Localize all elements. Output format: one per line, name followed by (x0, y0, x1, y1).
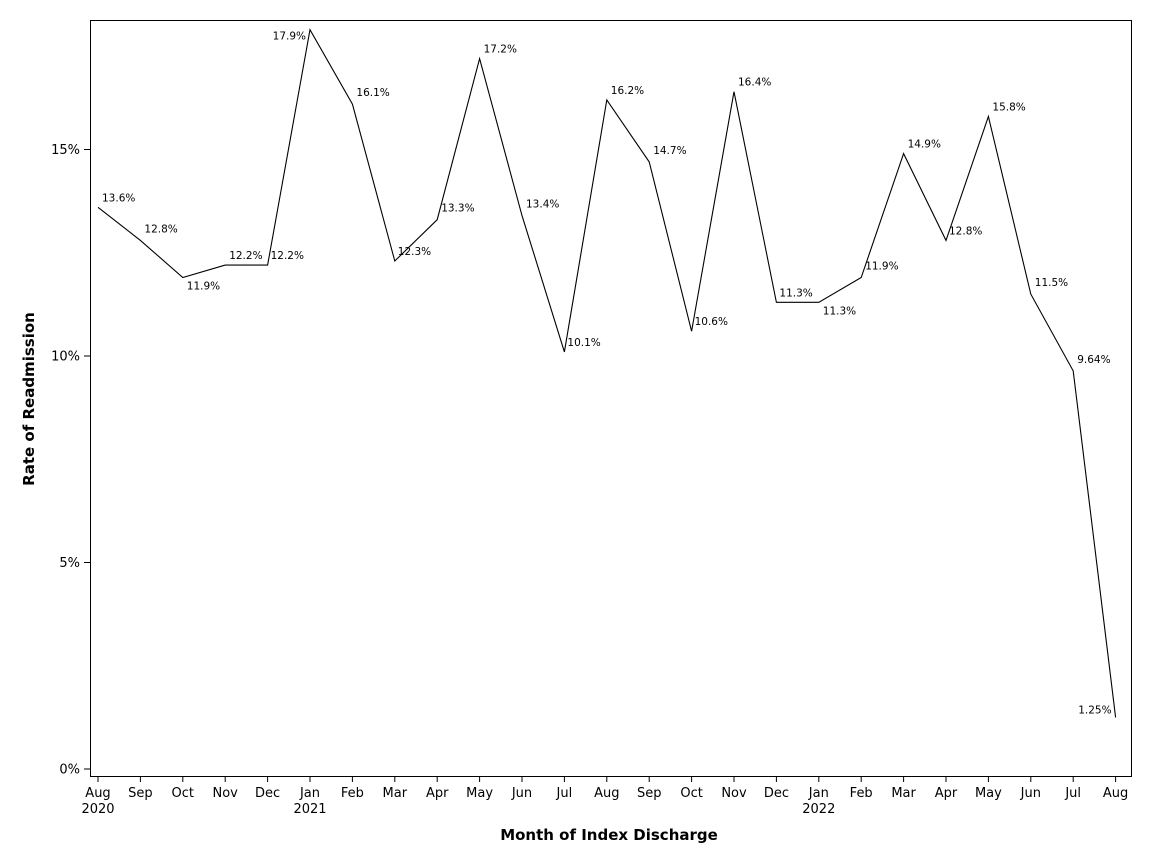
x-tick-label: Feb (850, 786, 873, 801)
data-label: 15.8% (992, 101, 1025, 113)
x-year-label: 2021 (293, 802, 326, 817)
data-labels: 13.6% 12.8% 11.9% 12.2% 12.2% 17.9% 16.1% 12.3%… (102, 31, 1112, 717)
x-tick-label: Sep (128, 786, 153, 801)
x-tick-label: Aug (594, 786, 619, 801)
data-label: 16.4% (738, 77, 771, 89)
x-tick-label: May (466, 786, 493, 801)
x-tick-label: Nov (721, 786, 747, 801)
data-label: 13.6% (102, 192, 135, 204)
data-label: 11.3% (823, 305, 856, 317)
x-axis-title: Month of Index Discharge (500, 826, 718, 844)
x-tick-label: Apr (935, 786, 958, 801)
x-tick-label: Mar (891, 786, 916, 801)
data-label: 13.4% (526, 199, 559, 211)
x-tick-label: Oct (680, 786, 702, 801)
y-tick-label: 10% (51, 350, 80, 365)
x-tick-label: Jul (556, 786, 573, 801)
x-tick-label: Feb (341, 786, 364, 801)
x-tick-label: Nov (213, 786, 239, 801)
data-label: 12.2% (229, 250, 262, 262)
data-label: 11.9% (865, 261, 898, 273)
x-tick-label: Jan (808, 786, 829, 801)
data-label: 17.9% (273, 31, 306, 43)
plot-frame (90, 20, 1132, 777)
data-label: 14.9% (908, 139, 941, 151)
data-label: 12.2% (271, 250, 304, 262)
data-label: 10.1% (567, 337, 600, 349)
readmission-rate-line (97, 28, 1117, 718)
x-year-label: 2020 (81, 802, 114, 817)
x-tick-label: Jun (1020, 786, 1041, 801)
data-label: 11.9% (187, 281, 220, 293)
data-label: 9.64% (1077, 354, 1110, 366)
data-label: 12.8% (144, 223, 177, 235)
y-tick-label: 15% (51, 143, 80, 158)
x-tick-label: Jun (511, 786, 532, 801)
x-tick-label: Dec (255, 786, 280, 801)
data-label: 1.25% (1078, 704, 1111, 716)
data-label: 11.5% (1035, 277, 1068, 289)
data-label: 16.1% (356, 87, 389, 99)
x-tick-label: Apr (426, 786, 449, 801)
x-tick-label: Jul (1064, 786, 1081, 801)
x-tick-label: May (975, 786, 1002, 801)
x-tick-label: Sep (637, 786, 662, 801)
y-tick-label: 5% (59, 556, 80, 571)
x-tick-label: Jan (299, 786, 320, 801)
y-axis-title: Rate of Readmission (20, 312, 38, 486)
x-tick-label: Dec (764, 786, 789, 801)
x-tick-label: Oct (172, 786, 194, 801)
data-label: 16.2% (611, 85, 644, 97)
data-label: 17.2% (484, 44, 517, 56)
x-year-label: 2022 (802, 802, 835, 817)
data-label: 10.6% (695, 316, 728, 328)
x-tick-label: Mar (383, 786, 408, 801)
data-label: 13.3% (441, 203, 474, 215)
y-tick-label: 0% (59, 763, 80, 778)
data-label: 11.3% (779, 287, 812, 299)
x-tick-label: Aug (1103, 786, 1128, 801)
x-tick-label: Aug (85, 786, 110, 801)
data-label: 12.3% (398, 246, 431, 258)
data-label: 12.8% (949, 225, 982, 237)
data-label: 14.7% (653, 145, 686, 157)
y-axis: 0% 5% 10% 15% (51, 143, 90, 778)
